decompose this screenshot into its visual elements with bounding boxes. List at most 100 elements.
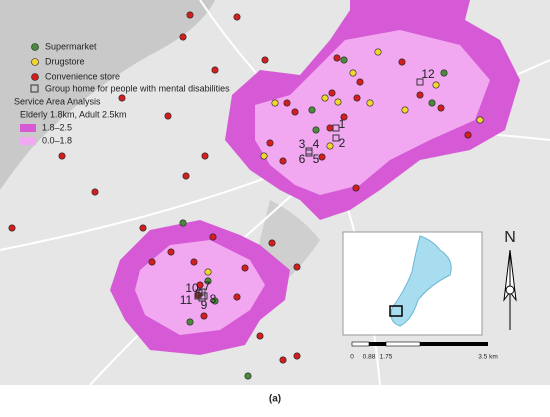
poi-marker bbox=[321, 94, 329, 102]
scale-bar bbox=[351, 341, 488, 347]
facility-label: 7 bbox=[204, 279, 211, 293]
poi-marker bbox=[398, 58, 406, 66]
north-arrow-graphic bbox=[503, 249, 517, 330]
facility-label: 9 bbox=[201, 298, 208, 312]
facility-label: 8 bbox=[210, 292, 217, 306]
poi-marker bbox=[233, 293, 241, 301]
poi-marker bbox=[179, 33, 187, 41]
legend-label: Convenience store bbox=[45, 71, 120, 81]
poi-marker bbox=[201, 152, 209, 160]
poi-marker bbox=[186, 318, 194, 326]
poi-marker bbox=[139, 224, 147, 232]
poi-marker bbox=[211, 297, 219, 305]
facility-label: 12 bbox=[421, 67, 435, 81]
legend-title: Service Area Analysis bbox=[14, 96, 101, 106]
poi-marker bbox=[209, 233, 217, 241]
legend-label: Supermarket bbox=[45, 41, 97, 51]
poi-marker bbox=[266, 139, 274, 147]
poi-marker bbox=[353, 94, 361, 102]
poi-marker bbox=[58, 152, 66, 160]
scale-label: 1.75 bbox=[380, 354, 393, 361]
poi-marker bbox=[179, 219, 187, 227]
poi-marker bbox=[374, 48, 382, 56]
poi-marker bbox=[204, 268, 212, 276]
poi-marker bbox=[312, 126, 320, 134]
group-home-marker bbox=[332, 134, 340, 142]
legend-subtitle: Elderly 1.8km, Adult 2.5km bbox=[20, 109, 127, 119]
poi-marker bbox=[476, 116, 484, 124]
poi-marker bbox=[440, 69, 448, 77]
poi-marker bbox=[464, 131, 472, 139]
poi-marker bbox=[293, 352, 301, 360]
poi-marker bbox=[241, 264, 249, 272]
poi-marker bbox=[190, 258, 198, 266]
legend-label: 0.0–1.8 bbox=[42, 135, 72, 145]
poi-marker bbox=[326, 124, 334, 132]
inset-extent bbox=[389, 305, 403, 317]
legend-symbol bbox=[31, 58, 39, 66]
legend-symbol bbox=[30, 84, 39, 93]
poi-marker bbox=[318, 153, 326, 161]
facility-label: 11 bbox=[180, 293, 193, 307]
facility-label: 10 bbox=[185, 281, 199, 295]
group-home-marker bbox=[416, 78, 424, 86]
water bbox=[0, 0, 215, 190]
poi-marker bbox=[356, 78, 364, 86]
poi-marker bbox=[204, 277, 212, 285]
poi-marker bbox=[333, 54, 341, 62]
poi-marker bbox=[260, 152, 268, 160]
poi-marker bbox=[164, 112, 172, 120]
poi-marker bbox=[308, 106, 316, 114]
service-area-inner bbox=[255, 30, 490, 195]
poi-marker bbox=[167, 248, 175, 256]
legend-symbol bbox=[31, 43, 39, 51]
poi-marker bbox=[182, 172, 190, 180]
legend-label: Group home for people with mental disabi… bbox=[45, 83, 230, 93]
poi-marker bbox=[366, 99, 374, 107]
facility-label: 3 bbox=[299, 137, 306, 151]
poi-marker bbox=[186, 11, 194, 19]
poi-marker bbox=[432, 81, 440, 89]
legend-label: Drugstore bbox=[45, 56, 85, 66]
poi-marker bbox=[211, 66, 219, 74]
poi-marker bbox=[326, 142, 334, 150]
scale-label: 0 bbox=[350, 354, 354, 361]
poi-marker bbox=[233, 13, 241, 21]
group-home-marker bbox=[332, 124, 340, 132]
poi-marker bbox=[291, 108, 299, 116]
scale-label: 3.5 km bbox=[478, 354, 498, 361]
poi-marker bbox=[261, 56, 269, 64]
legend-symbol bbox=[31, 73, 39, 81]
poi-marker bbox=[416, 91, 424, 99]
poi-marker bbox=[279, 157, 287, 165]
poi-marker bbox=[91, 188, 99, 196]
legend-swatch bbox=[20, 124, 36, 132]
poi-marker bbox=[334, 98, 342, 106]
poi-marker bbox=[340, 113, 348, 121]
poi-marker bbox=[200, 312, 208, 320]
legend-label: 1.8–2.5 bbox=[42, 122, 72, 132]
poi-marker bbox=[328, 89, 336, 97]
poi-marker bbox=[8, 224, 16, 232]
poi-marker bbox=[352, 184, 360, 192]
facility-label: 4 bbox=[313, 137, 320, 151]
poi-marker bbox=[401, 106, 409, 114]
north-label: N bbox=[504, 229, 516, 246]
poi-marker bbox=[279, 356, 287, 364]
poi-marker bbox=[293, 263, 301, 271]
group-home-marker bbox=[305, 149, 313, 157]
scale-label: 0.88 bbox=[363, 354, 376, 361]
facility-label: 5 bbox=[313, 152, 320, 166]
poi-marker bbox=[244, 372, 252, 380]
facility-label: 2 bbox=[339, 136, 346, 150]
poi-marker bbox=[118, 94, 126, 102]
group-home-marker bbox=[194, 292, 202, 300]
facility-label: 1 bbox=[339, 117, 346, 131]
poi-marker bbox=[340, 56, 348, 64]
caption: (a) bbox=[269, 394, 281, 405]
poi-marker bbox=[437, 104, 445, 112]
poi-marker bbox=[271, 99, 279, 107]
poi-marker bbox=[428, 99, 436, 107]
poi-marker bbox=[349, 69, 357, 77]
